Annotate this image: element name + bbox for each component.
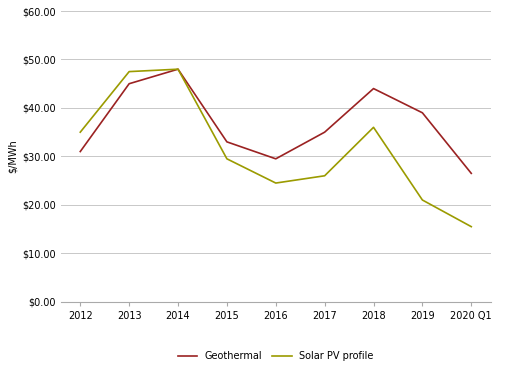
Y-axis label: $/MWh: $/MWh (8, 139, 18, 173)
Geothermal (321, 130, 327, 134)
Solar PV profile (77, 130, 83, 134)
Solar PV profile (321, 174, 327, 178)
Geothermal (77, 149, 83, 154)
Solar PV profile (272, 181, 278, 185)
Solar PV profile (126, 70, 132, 74)
Legend: Geothermal, Solar PV profile: Geothermal, Solar PV profile (173, 347, 377, 365)
Solar PV profile (175, 67, 181, 71)
Solar PV profile (223, 157, 229, 161)
Geothermal (370, 86, 376, 91)
Solar PV profile (467, 224, 473, 229)
Geothermal (467, 171, 473, 176)
Line: Geothermal: Geothermal (80, 69, 470, 173)
Geothermal (126, 82, 132, 86)
Geothermal (223, 140, 229, 144)
Line: Solar PV profile: Solar PV profile (80, 69, 470, 227)
Geothermal (419, 110, 425, 115)
Geothermal (175, 67, 181, 71)
Solar PV profile (370, 125, 376, 130)
Solar PV profile (419, 198, 425, 202)
Geothermal (272, 157, 278, 161)
